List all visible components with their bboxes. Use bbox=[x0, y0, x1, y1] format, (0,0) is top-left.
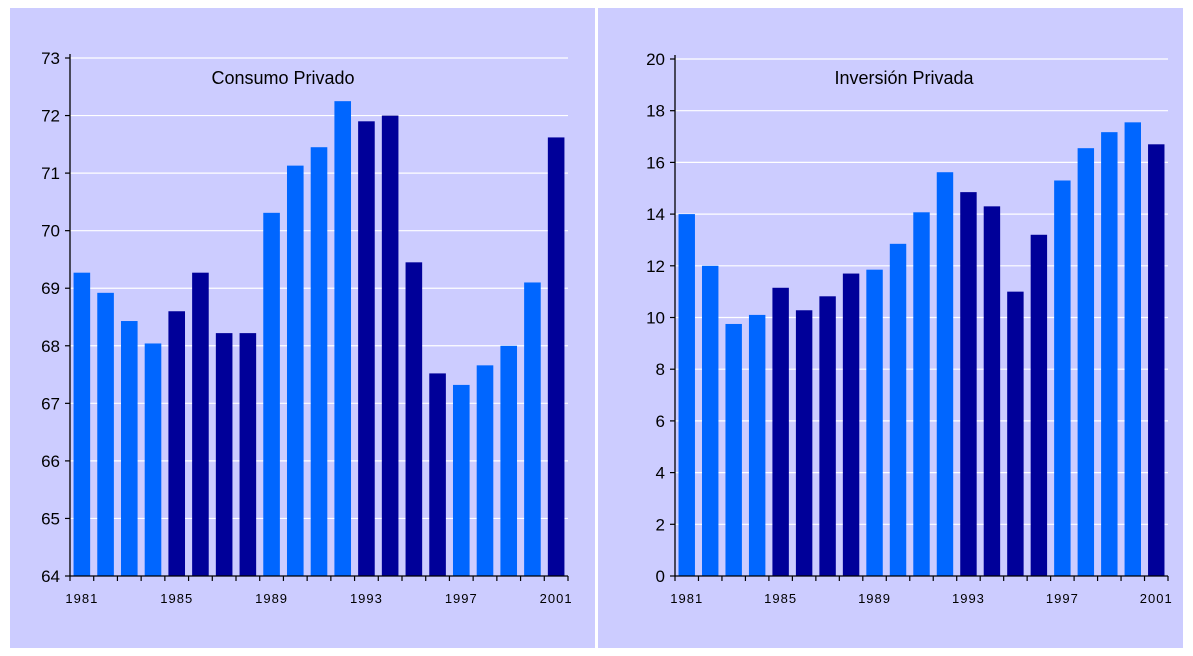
bar-1990 bbox=[286, 165, 304, 576]
bar-1997 bbox=[1054, 180, 1071, 576]
bar-1992 bbox=[936, 172, 954, 576]
y-tick-label: 73 bbox=[41, 49, 60, 68]
bar-1994 bbox=[983, 206, 1001, 576]
bar-1996 bbox=[429, 373, 446, 576]
bar-1987 bbox=[215, 333, 233, 576]
y-tick-label: 69 bbox=[41, 279, 60, 298]
y-tick-label: 4 bbox=[656, 464, 665, 483]
bar-1987 bbox=[819, 296, 836, 576]
bar-2000 bbox=[524, 282, 541, 576]
x-tick-label: 2001 bbox=[540, 591, 573, 606]
bar-1986 bbox=[795, 310, 813, 576]
x-tick-label: 1981 bbox=[65, 591, 98, 606]
bar-1995 bbox=[1007, 291, 1024, 576]
bar-1999 bbox=[1101, 132, 1118, 576]
x-tick-label: 1993 bbox=[952, 591, 985, 606]
bar-1995 bbox=[405, 262, 423, 576]
bar-1985 bbox=[168, 311, 186, 576]
bar-1983 bbox=[725, 323, 742, 576]
y-tick-label: 72 bbox=[41, 107, 60, 126]
y-tick-label: 67 bbox=[41, 394, 60, 413]
bar-1981 bbox=[73, 272, 91, 576]
bar-1988 bbox=[239, 333, 257, 576]
bar-2000 bbox=[1124, 122, 1142, 577]
x-tick-label: 1985 bbox=[764, 591, 797, 606]
y-tick-label: 64 bbox=[41, 567, 60, 586]
bar-1996 bbox=[1030, 234, 1048, 576]
y-tick-label: 68 bbox=[41, 337, 60, 356]
bar-1982 bbox=[97, 292, 114, 576]
y-tick-label: 14 bbox=[646, 205, 665, 224]
y-tick-label: 71 bbox=[41, 164, 60, 183]
bar-1993 bbox=[960, 192, 977, 576]
bar-1989 bbox=[263, 212, 280, 576]
bar-1984 bbox=[144, 343, 162, 576]
y-tick-label: 6 bbox=[656, 412, 665, 431]
bar-1990 bbox=[889, 243, 907, 576]
bar-1983 bbox=[120, 321, 138, 576]
y-tick-label: 16 bbox=[646, 153, 665, 172]
x-tick-label: 1989 bbox=[858, 591, 891, 606]
x-tick-label: 2001 bbox=[1140, 591, 1173, 606]
bar-1991 bbox=[913, 212, 930, 576]
y-tick-label: 10 bbox=[646, 309, 665, 328]
bar-1992 bbox=[334, 101, 352, 577]
bar-1981 bbox=[678, 214, 695, 576]
bar-1998 bbox=[1077, 148, 1095, 576]
y-tick-label: 65 bbox=[41, 509, 60, 528]
bar-1997 bbox=[452, 384, 470, 576]
x-tick-label: 1985 bbox=[160, 591, 193, 606]
chart-panel-inversion: 0 2 4 6 8 10 12 14 16 18 20 1981 1985 1989 1993 1997 200… bbox=[598, 8, 1183, 648]
y-tick-label: 70 bbox=[41, 222, 60, 241]
bar-1998 bbox=[476, 365, 494, 576]
bar-1984 bbox=[748, 314, 766, 576]
y-tick-label: 20 bbox=[646, 50, 665, 69]
bar-1999 bbox=[500, 345, 518, 576]
chart-title: Consumo Privado bbox=[211, 68, 354, 88]
bar-1985 bbox=[772, 287, 789, 576]
y-tick-label: 12 bbox=[646, 257, 665, 276]
x-tick-label: 1989 bbox=[255, 591, 288, 606]
y-tick-label: 8 bbox=[656, 360, 665, 379]
y-tick-label: 2 bbox=[656, 515, 665, 534]
bar-1986 bbox=[192, 272, 209, 576]
x-tick-label: 1993 bbox=[350, 591, 383, 606]
x-tick-label: 1997 bbox=[1046, 591, 1079, 606]
inversion-privada-chart: 0 2 4 6 8 10 12 14 16 18 20 1981 1985 1989 1993 1997 200… bbox=[646, 50, 1173, 606]
bar-2001 bbox=[1148, 144, 1165, 576]
x-tick-label: 1981 bbox=[670, 591, 703, 606]
bar-1982 bbox=[701, 265, 719, 576]
y-tick-label: 18 bbox=[646, 102, 665, 121]
y-tick-label: 0 bbox=[656, 567, 665, 586]
bar-1993 bbox=[358, 121, 375, 577]
chart-title: Inversión Privada bbox=[834, 68, 974, 88]
bar-1991 bbox=[310, 147, 328, 576]
bar-1994 bbox=[381, 115, 399, 577]
consumo-privado-chart: 64 65 66 67 68 69 70 71 72 73 1981 1985 1989 1993 1997… bbox=[41, 49, 573, 606]
y-tick-label: 66 bbox=[41, 452, 60, 471]
bar-1989 bbox=[866, 269, 883, 576]
x-tick-label: 1997 bbox=[445, 591, 478, 606]
bar-1988 bbox=[842, 273, 860, 576]
bar-2001 bbox=[547, 137, 565, 576]
chart-panel-consumo: 64 65 66 67 68 69 70 71 72 73 1981 1985 1989 1993 1997… bbox=[10, 8, 595, 648]
